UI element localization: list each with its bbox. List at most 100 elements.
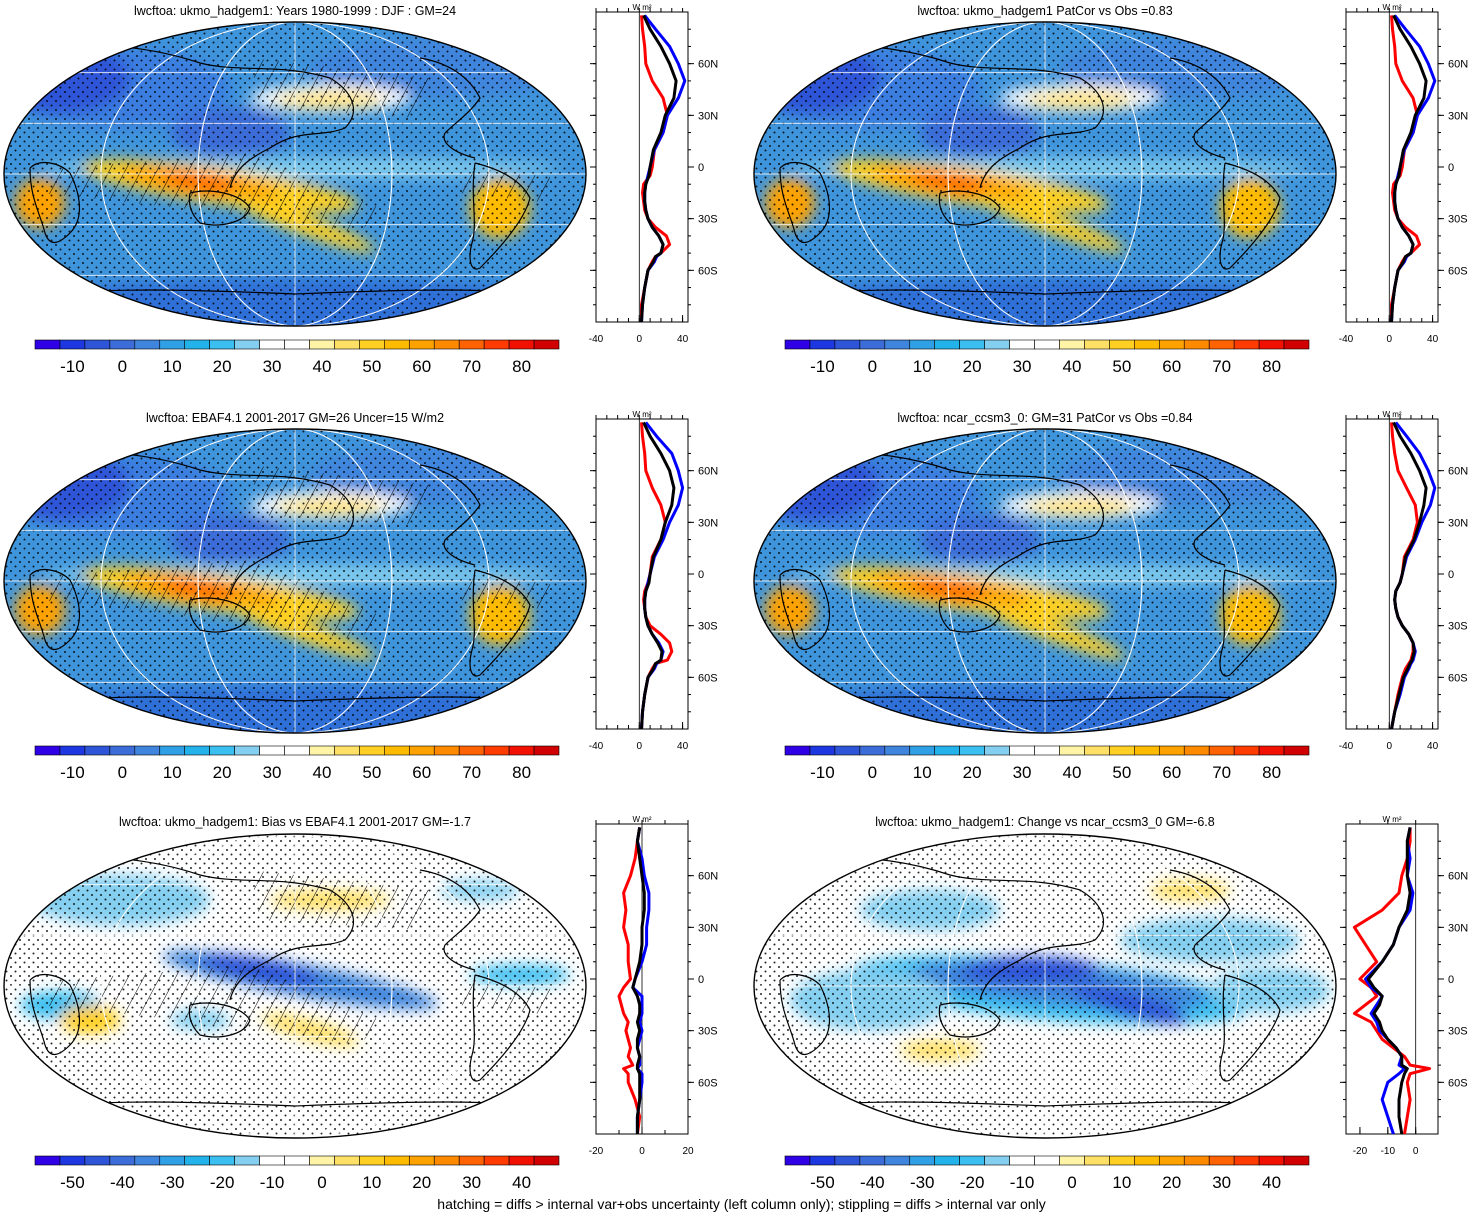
colorbar-swatch (1283, 745, 1310, 756)
colorbar-swatch (159, 745, 186, 756)
y-tick-label: 0 (1448, 162, 1454, 174)
colorbar-tick-label: 60 (1162, 763, 1181, 782)
y-tick-label: 60N (698, 466, 718, 478)
colorbar-tick-label: 40 (312, 763, 331, 782)
colorbar-tick-label: 70 (462, 357, 481, 376)
colorbar: -100102030405060708090 (34, 339, 560, 376)
colorbar-swatch (1084, 339, 1110, 350)
colorbar-swatch (834, 339, 861, 350)
y-tick-label: 30N (1448, 110, 1468, 122)
panel-title: lwcftoa: ukmo_hadgem1: Years 1980-1999 :… (133, 4, 457, 18)
colorbar-tick-label: 30 (1013, 357, 1032, 376)
colorbar-tick-label: 60 (1162, 357, 1181, 376)
colorbar-swatch (1059, 339, 1085, 350)
colorbar-swatch (1158, 745, 1185, 756)
y-tick-label: 30S (1448, 621, 1468, 633)
colorbar-swatch (809, 339, 836, 350)
colorbar-swatch (84, 339, 111, 350)
colorbar: -100102030405060708090 (784, 339, 1310, 376)
panel-title: lwcftoa: ukmo_hadgem1 PatCor vs Obs =0.8… (917, 4, 1173, 18)
y-tick-label: 0 (698, 162, 704, 174)
colorbar-swatch (934, 1155, 960, 1166)
x-tick-label: -20 (589, 1146, 604, 1157)
colorbar-tick-label: 50 (1112, 763, 1131, 782)
colorbar-tick-label: -50 (810, 1173, 835, 1192)
colorbar-swatch (533, 339, 560, 350)
y-tick-label: 30N (698, 517, 718, 529)
colorbar-swatch (134, 1155, 161, 1166)
panel-title: lwcftoa: ukmo_hadgem1: Change vs ncar_cc… (875, 815, 1215, 829)
series-line-black (640, 421, 676, 730)
colorbar-tick-label: -10 (260, 1173, 285, 1192)
colorbar-tick-label: 0 (868, 763, 877, 782)
colorbar-tick-label: 30 (462, 1173, 481, 1192)
colorbar-swatch (934, 745, 960, 756)
colorbar-tick-label: 80 (512, 763, 531, 782)
colorbar-tick-label: 40 (312, 357, 331, 376)
panel-title: lwcftoa: ncar_ccsm3_0: GM=31 PatCor vs O… (897, 411, 1193, 425)
colorbar-swatch (458, 745, 485, 756)
zonal-mean-plot: 60N 30N 0 30S 60S -40 0 40 W m² (1339, 410, 1468, 752)
colorbar-swatch (1183, 1155, 1210, 1166)
y-tick-label: 30N (1448, 922, 1468, 934)
colorbar-tick-label: 70 (1212, 763, 1231, 782)
colorbar-tick-label: 60 (412, 763, 431, 782)
colorbar-swatch (109, 339, 136, 350)
colorbar-swatch (959, 745, 985, 756)
series-line-black (1390, 14, 1428, 323)
y-tick-label: 0 (1448, 569, 1454, 581)
zonal-mean-plot: 60N 30N 0 30S 60S -40 0 40 W m² (589, 410, 718, 752)
x-tick-label: 40 (1427, 741, 1439, 752)
colorbar-tick-label: 60 (412, 357, 431, 376)
colorbar-tick-label: 0 (118, 357, 127, 376)
x-tick-label: 40 (677, 334, 689, 345)
x-tick-label: 0 (637, 741, 643, 752)
footer-caption: hatching = diffs > internal var+obs unce… (437, 1196, 1046, 1212)
x-tick-label: 0 (637, 334, 643, 345)
colorbar-swatch (458, 339, 485, 350)
x-tick-label: 40 (677, 741, 689, 752)
y-tick-label: 30S (698, 1026, 718, 1038)
series-line-red (617, 827, 642, 1135)
series-line-black (1390, 421, 1428, 730)
colorbar-swatch (408, 339, 435, 350)
colorbar-swatch (859, 745, 886, 756)
colorbar-swatch (508, 1155, 535, 1166)
colorbar-swatch (1134, 339, 1160, 350)
colorbar-swatch (458, 1155, 485, 1166)
colorbar-swatch (1233, 745, 1260, 756)
zonal-mean-plot: 60N 30N 0 30S 60S -40 0 40 W m² (589, 3, 718, 345)
colorbar-tick-label: 50 (362, 357, 381, 376)
colorbar-tick-label: 20 (1162, 1173, 1181, 1192)
colorbar-swatch (234, 1155, 260, 1166)
colorbar-swatch (259, 745, 285, 756)
colorbar-tick-label: 40 (1062, 763, 1081, 782)
global-map (3, 21, 587, 327)
colorbar-swatch (84, 745, 111, 756)
colorbar-swatch (1134, 745, 1160, 756)
zonal-mean-plot: 60N 30N 0 30S 60S -20 -10 0 W m² (1340, 815, 1468, 1157)
units-label: W m² (1382, 3, 1401, 12)
colorbar-swatch (259, 1155, 285, 1166)
y-tick-label: 60S (1448, 265, 1468, 277)
colorbar-swatch (1009, 745, 1035, 756)
colorbar-swatch (884, 339, 911, 350)
colorbar-swatch (433, 339, 460, 350)
zonal-mean-plot: 60N 30N 0 30S 60S -40 0 40 W m² (1339, 3, 1468, 345)
colorbar-tick-label: 20 (412, 1173, 431, 1192)
y-tick-label: 30N (698, 110, 718, 122)
colorbar-swatch (984, 339, 1010, 350)
colorbar-tick-label: 40 (512, 1173, 531, 1192)
y-tick-label: 30S (698, 214, 718, 226)
colorbar-swatch (408, 745, 435, 756)
y-tick-label: 60S (1448, 672, 1468, 684)
colorbar-swatch (1208, 1155, 1235, 1166)
colorbar-swatch (1258, 1155, 1285, 1166)
y-tick-label: 60N (1448, 466, 1468, 478)
colorbar-tick-label: 30 (1212, 1173, 1231, 1192)
colorbar-swatch (209, 745, 235, 756)
colorbar-tick-label: 20 (213, 357, 232, 376)
x-tick-label: 0 (1413, 1146, 1419, 1157)
colorbar-swatch (84, 1155, 111, 1166)
